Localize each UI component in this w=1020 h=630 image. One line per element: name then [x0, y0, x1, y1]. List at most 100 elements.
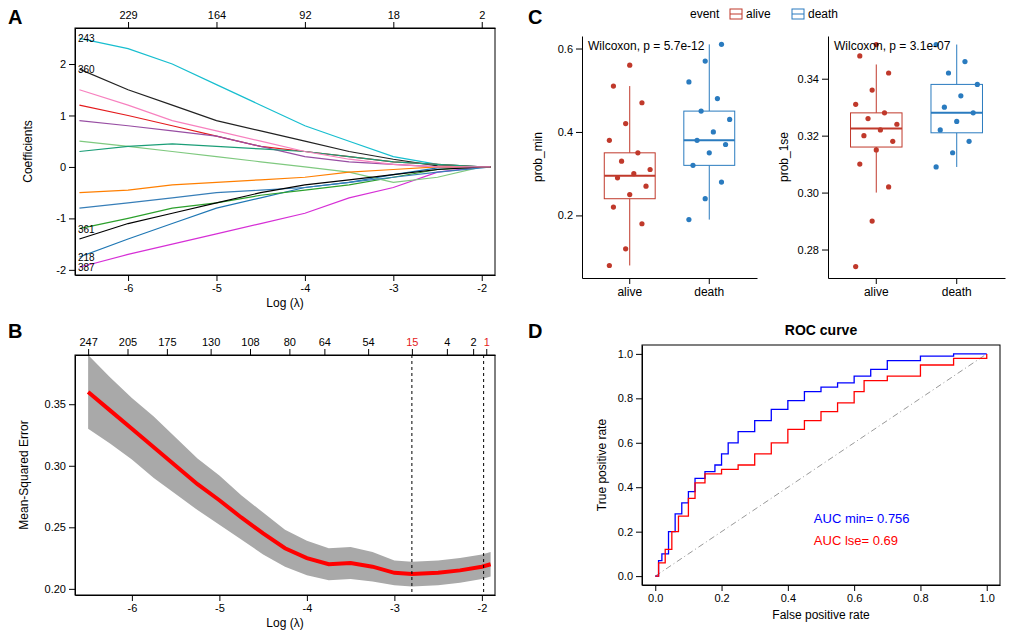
legend-label: alive [746, 7, 771, 21]
legend-key [730, 9, 742, 19]
axis-line [75, 356, 76, 596]
tick: -4 [302, 595, 312, 614]
tick: 0.8 [618, 392, 642, 404]
tick-mark [636, 398, 642, 399]
point [954, 119, 959, 124]
x-axis: 0.00.20.40.60.81.0 [643, 585, 1001, 604]
y-axis-title: prob_1se [777, 132, 791, 182]
tick: 0.6 [558, 43, 582, 55]
tick-mark [307, 595, 308, 601]
tick-label: 0.6 [558, 43, 573, 55]
legend-key-median [792, 14, 804, 15]
point [882, 110, 887, 115]
tick-mark [88, 349, 89, 355]
tick-mark [447, 349, 448, 355]
point [946, 70, 951, 75]
tick-mark [709, 278, 710, 284]
chart-title: ROC curve [785, 322, 858, 338]
y-axis: 0.280.300.320.34 [798, 37, 829, 279]
point [865, 116, 870, 121]
tick-label: 0.8 [618, 392, 633, 404]
x-axis-title: False positive rate [772, 608, 870, 622]
tick-label: 4 [444, 336, 450, 348]
plot-frame [75, 355, 495, 595]
point [699, 109, 704, 114]
tick: 0.30 [45, 460, 75, 472]
coef-path [79, 167, 490, 239]
path-label: 387 [78, 262, 95, 273]
tick-label: -3 [390, 602, 400, 614]
y-axis: 0.20.40.6 [558, 37, 583, 279]
axis-line [76, 355, 496, 356]
tick-label: 247 [79, 336, 97, 348]
point [627, 63, 632, 68]
plot-area [79, 38, 490, 267]
x-axis: alivedeath [583, 278, 758, 299]
plot-area [851, 42, 983, 269]
tick: alive [864, 278, 889, 299]
test-label: Wilcoxon, p = 5.7e-12 [588, 39, 705, 53]
tick-mark [636, 532, 642, 533]
tick-mark [250, 349, 251, 355]
tick: 0.32 [798, 130, 828, 142]
tick-mark [636, 576, 642, 577]
point [607, 138, 612, 143]
median [604, 175, 655, 177]
tick: 0.2 [618, 526, 642, 538]
point [971, 110, 976, 115]
panel-d: 0.00.20.40.60.81.00.00.20.40.60.81.0AUC … [595, 322, 1001, 622]
tick: 205 [119, 336, 137, 355]
tick: -6 [124, 275, 134, 294]
tick-mark [822, 136, 828, 137]
top-axis: 24720517513010880645415421 [76, 336, 496, 356]
tick-label: 2 [479, 9, 485, 21]
legend-key-median [730, 14, 742, 15]
tick-mark [219, 595, 220, 601]
point [623, 246, 628, 251]
whisker [956, 133, 957, 167]
legend: eventalivedeath [690, 7, 838, 21]
tick-mark [69, 589, 75, 590]
box [604, 153, 655, 199]
roc-curve [655, 354, 986, 576]
whisker [709, 44, 710, 111]
axis-line [583, 278, 758, 279]
tick: -5 [212, 275, 222, 294]
point [639, 221, 644, 226]
axis-line [642, 346, 643, 586]
tick-mark [393, 275, 394, 281]
tick: 0.8 [913, 585, 928, 604]
tick-label: -2 [477, 282, 487, 294]
plot-area [655, 354, 986, 576]
tick-mark [69, 167, 75, 168]
tick: 2 [471, 336, 477, 355]
point [950, 150, 955, 155]
coef-path [79, 121, 490, 167]
path-label: 361 [78, 224, 95, 235]
point [643, 184, 648, 189]
coef-path [79, 167, 490, 229]
tick-mark [876, 278, 877, 284]
tick-mark [216, 22, 217, 28]
x-axis-title: Log (λ) [266, 296, 303, 310]
tick-label: 0.30 [45, 460, 66, 472]
tick-label: death [694, 285, 724, 299]
tick: 18 [388, 9, 400, 28]
tick-label: 0 [60, 161, 66, 173]
point [635, 150, 640, 155]
tick: 0.6 [847, 585, 862, 604]
plot-frame [75, 28, 495, 275]
tick-label: 0.6 [618, 437, 633, 449]
axis-line [76, 28, 496, 29]
tick-label: 0.2 [558, 209, 573, 221]
tick-mark [482, 22, 483, 28]
box-panel: alivedeath0.280.300.320.34Wilcoxon, p = … [777, 36, 1006, 299]
point [690, 163, 695, 168]
point [857, 162, 862, 167]
tick-label: -3 [389, 282, 399, 294]
tick: 4 [444, 336, 450, 355]
box [851, 113, 902, 147]
point [886, 184, 891, 189]
tick-mark [655, 585, 656, 591]
tick-mark [576, 49, 582, 50]
